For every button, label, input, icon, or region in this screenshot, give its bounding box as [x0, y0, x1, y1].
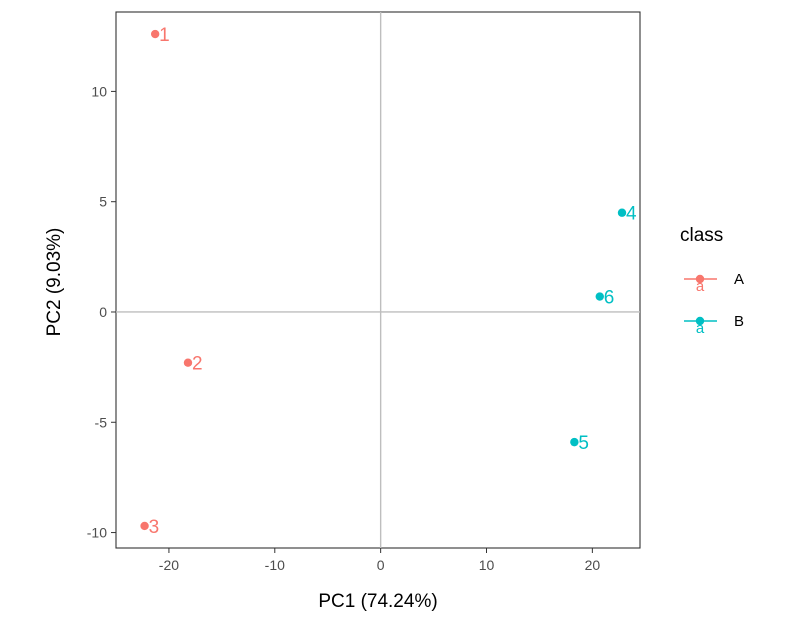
- legend-title: class: [680, 225, 723, 246]
- x-axis: -20 -10 0 10 20: [159, 548, 601, 573]
- legend-key-glyph: a: [696, 278, 705, 295]
- point-label-5: 5: [578, 433, 589, 454]
- x-tick-label: 20: [585, 557, 601, 573]
- y-tick-label: -10: [87, 525, 107, 541]
- x-tick-label: 10: [479, 557, 495, 573]
- legend-key-point: [695, 274, 705, 284]
- x-axis-title: PC1 (74.24%): [318, 591, 437, 612]
- data-point-5: [570, 437, 579, 447]
- point-label-2: 2: [192, 354, 203, 375]
- data-points: 1 2 3 4 5 6: [140, 25, 637, 538]
- data-point-1: [150, 29, 160, 39]
- x-tick-label: -10: [265, 557, 285, 573]
- y-axis: -10 -5 0 5 10: [87, 83, 116, 541]
- legend-key-glyph: a: [696, 320, 705, 337]
- y-tick-label: 10: [91, 83, 107, 99]
- legend-key-point: [695, 316, 705, 326]
- y-tick-label: 0: [99, 304, 107, 320]
- legend: class a Aa B: [680, 225, 744, 337]
- point-label-1: 1: [159, 25, 170, 46]
- legend-label-B: B: [734, 313, 744, 330]
- legend-label-A: A: [734, 271, 744, 288]
- panel-border: [115, 11, 641, 549]
- plot-panel: [115, 11, 641, 549]
- y-axis-title: PC2 (9.03%): [44, 228, 65, 337]
- data-point-2: [183, 358, 193, 367]
- data-point-6: [595, 292, 604, 301]
- point-label-6: 6: [604, 288, 615, 309]
- data-point-4: [617, 208, 627, 217]
- y-tick-label: -5: [95, 414, 108, 430]
- x-tick-label: -20: [159, 557, 179, 573]
- point-label-3: 3: [149, 517, 160, 538]
- data-point-3: [140, 521, 149, 531]
- y-tick-label: 5: [99, 194, 107, 210]
- point-label-4: 4: [626, 204, 637, 225]
- x-tick-label: 0: [377, 557, 385, 573]
